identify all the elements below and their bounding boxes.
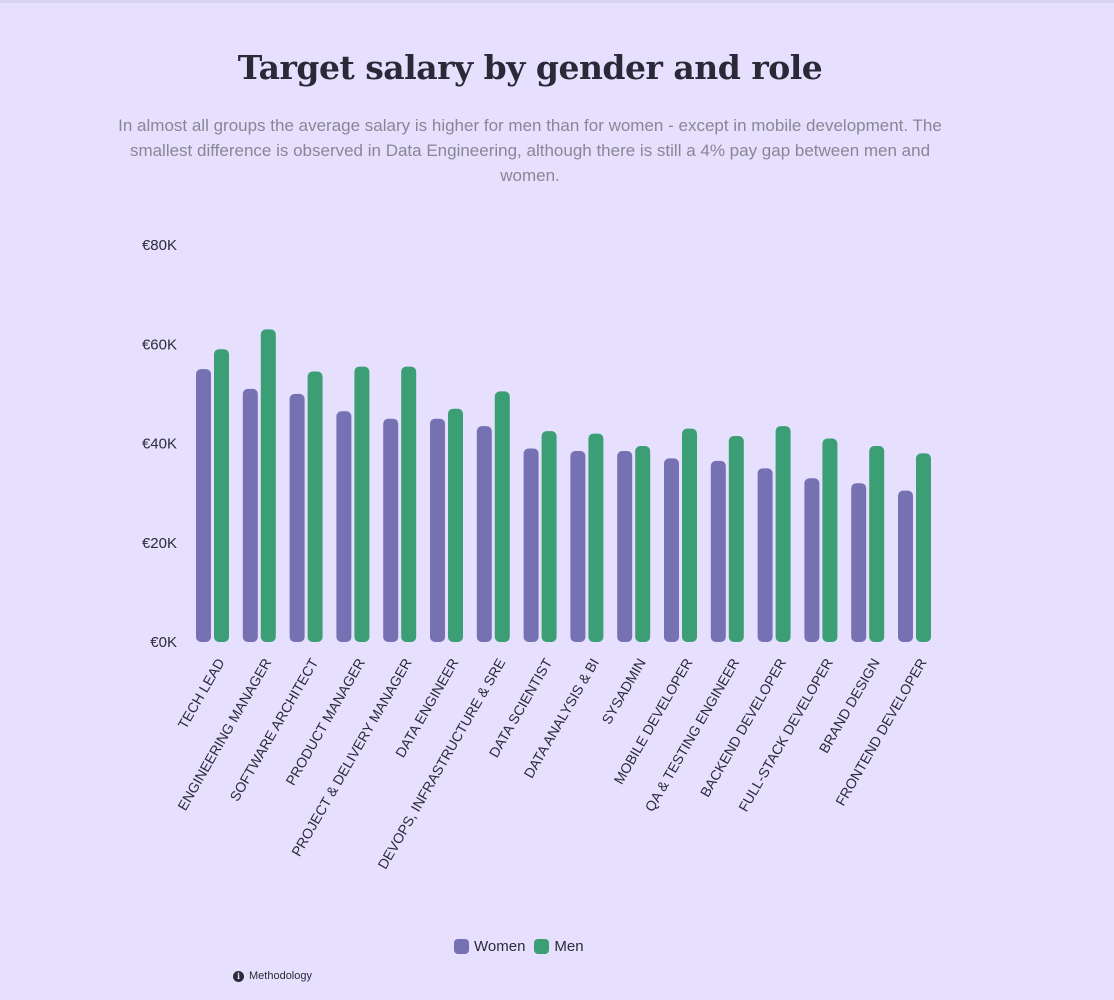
chart-title: Target salary by gender and role (237, 48, 823, 87)
y-tick-label: €60K (142, 336, 177, 353)
bar-men[interactable] (541, 431, 557, 642)
legend-item-men[interactable]: Men (534, 938, 584, 955)
top-rule (0, 0, 1114, 3)
bar-women[interactable] (289, 393, 305, 642)
bar-women[interactable] (196, 369, 211, 642)
methodology-link[interactable]: i Methodology (233, 970, 312, 982)
x-tick-label: TECH LEAD (174, 656, 227, 732)
bar-women[interactable] (383, 418, 399, 642)
bar-men[interactable] (916, 453, 931, 642)
bar-men[interactable] (869, 445, 885, 642)
legend-item-women[interactable]: Women (454, 938, 525, 955)
x-tick-label: ENGINEERING MANAGER (174, 656, 274, 814)
y-tick-label: €0K (150, 634, 177, 651)
legend: Women Men (454, 938, 593, 955)
bar-women[interactable] (710, 460, 726, 642)
bar-men[interactable] (635, 445, 651, 642)
bar-men[interactable] (448, 408, 463, 642)
bar-women[interactable] (242, 388, 258, 642)
x-tick-label: FRONTEND DEVELOPER (832, 656, 929, 809)
bar-men[interactable] (307, 371, 323, 642)
x-tick-label: BACKEND DEVELOPER (697, 656, 789, 800)
bar-men[interactable] (588, 433, 604, 642)
bar-women[interactable] (430, 418, 445, 642)
legend-label-men: Men (554, 938, 584, 955)
x-tick-label: SOFTWARE ARCHITECT (226, 655, 321, 804)
bar-women[interactable] (851, 483, 867, 642)
bar-men[interactable] (401, 366, 417, 642)
bar-men[interactable] (728, 436, 744, 642)
bar-women[interactable] (570, 450, 586, 642)
methodology-label: Methodology (249, 970, 312, 982)
bar-women[interactable] (898, 490, 913, 642)
bar-women[interactable] (664, 458, 679, 642)
bar-men[interactable] (775, 426, 791, 642)
bar-men[interactable] (214, 349, 229, 642)
x-tick-label: SYSADMIN (598, 656, 648, 727)
bar-men[interactable] (260, 329, 276, 642)
x-tick-label: QA & TESTING ENGINEER (642, 656, 743, 815)
bar-men[interactable] (494, 391, 510, 642)
info-icon: i (233, 970, 244, 982)
bar-women[interactable] (617, 450, 633, 642)
bar-women[interactable] (336, 411, 352, 642)
bar-men[interactable] (682, 428, 697, 642)
bar-women[interactable] (757, 468, 773, 642)
bar-men[interactable] (822, 438, 838, 642)
y-tick-label: €20K (142, 535, 177, 552)
legend-swatch-women (454, 939, 469, 954)
bar-chart: €0K €20K €40K €60K €80K TECH LEADENGINEERING … (142, 237, 931, 872)
legend-label-women: Women (474, 938, 526, 955)
bar-men[interactable] (354, 366, 370, 642)
legend-swatch-men (534, 939, 550, 954)
x-tick-label: FULL-STACK DEVELOPER (735, 656, 836, 815)
y-tick-label: €80K (142, 237, 177, 254)
y-tick-label: €40K (142, 436, 177, 453)
bar-women[interactable] (523, 448, 539, 642)
chart-subtitle: In almost all groups the average salary … (118, 116, 942, 185)
bar-women[interactable] (476, 426, 492, 642)
bar-women[interactable] (804, 478, 820, 642)
